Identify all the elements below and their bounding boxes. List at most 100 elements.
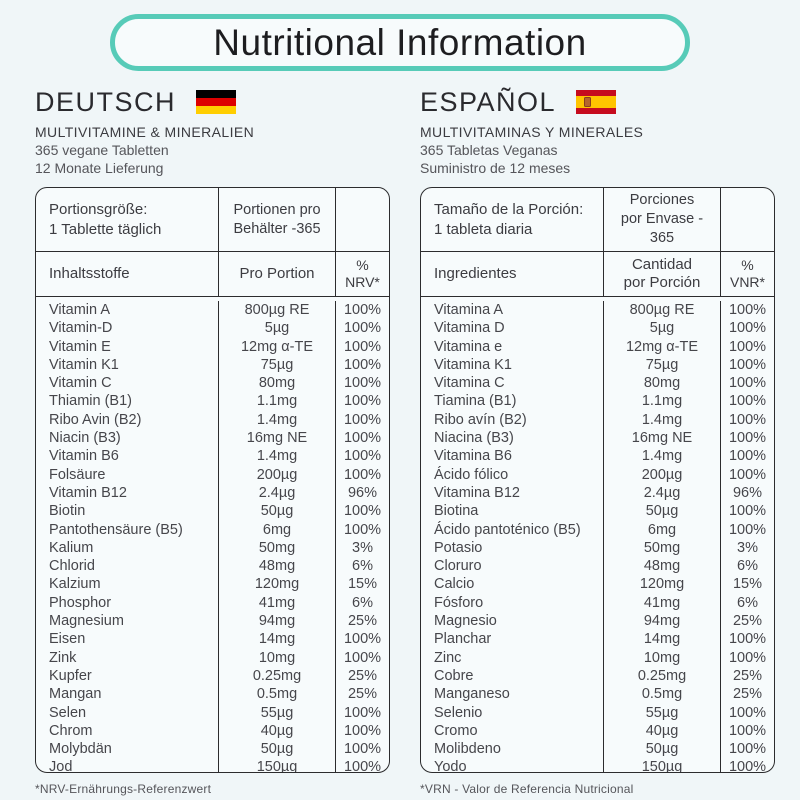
ingredient-name: Biotin [49,503,86,520]
nrv-percent: 25% [732,686,763,703]
table-row: Molybdän 50µg 100% [36,740,389,759]
table-row: Cloruro 48mg 6% [421,557,774,576]
amount-value: 1.1mg [256,393,298,410]
table-row: Ribo avín (B2) 1.4mg 100% [421,410,774,430]
nrv-percent: 6% [352,558,373,575]
ingredient-name: Cobre [434,667,474,684]
ingredients-header-cell: Ingredientes [421,252,603,296]
nrv-header-cell: % NRV* [336,252,389,296]
table-row: Niacina (B3) 16mg NE 100% [421,429,774,448]
table-row: Vitamin C 80mg 100% [36,374,389,393]
table-row: Ácido fólico 200µg 100% [421,465,774,484]
nrv-percent: 25% [347,667,378,684]
amount-value: 75µg [260,356,294,373]
ingredient-name: Kalzium [49,576,101,593]
ingredient-name: Vitamina D [434,320,505,337]
amount-value: 6mg [262,521,292,538]
amount-value: 14mg [643,631,681,648]
table-row: Vitamina D 5µg 100% [421,319,774,338]
ingredient-name: Vitamin B12 [49,484,127,501]
amount-value: 0.5mg [641,686,683,703]
nrv-percent: 100% [728,521,767,538]
ingredient-name: Fósforo [434,594,484,611]
amount-value: 800µg RE [244,302,310,318]
table-row: Biotina 50µg 100% [421,502,774,521]
ingredient-name: Vitamina B12 [434,484,520,501]
amount-value: 80mg [643,375,681,392]
amount-value: 48mg [258,558,296,575]
table-body: Vitamin A 800µg RE 100% Vitamin-D 5µg 10… [36,297,389,772]
amount-value: 10mg [643,649,681,666]
amount-value: 1.1mg [641,393,683,410]
ingredient-name: Cloruro [434,558,482,575]
ingredient-name: Calcio [434,576,475,593]
amount-value: 6mg [647,521,677,538]
table-row: Kupfer 0.25mg 25% [36,666,389,686]
nrv-percent: 25% [732,613,763,630]
nrv-percent: 15% [347,576,378,593]
amount-value: 94mg [643,613,681,630]
ingredient-name: Folsäure [49,466,106,483]
amount-value: 48mg [643,558,681,575]
ingredient-name: Magnesium [49,613,124,630]
table-row: Molibdeno 50µg 100% [421,740,774,759]
nrv-percent: 6% [737,558,758,575]
table-row: Pantothensäure (B5) 6mg 100% [36,520,389,539]
table-row: Vitamina A 800µg RE 100% [421,301,774,320]
ingredient-name: Potasio [434,539,483,556]
ingredient-name: Vitamin A [49,302,110,318]
ingredient-name: Ácido pantoténico (B5) [434,521,581,538]
table-row: Mangan 0.5mg 25% [36,685,389,704]
amount-header-cell: Cantidad por Porción [603,252,721,296]
amount-value: 80mg [258,375,296,392]
nrv-percent: 100% [343,302,382,318]
ingredient-name: Vitamin B6 [49,448,119,465]
german-panel: DEUTSCH MULTIVITAMINE & MINERALIEN 365 v… [35,86,390,796]
amount-value: 12mg α-TE [625,338,699,355]
ingredient-name: Zink [49,649,77,666]
ingredient-name: Mangan [49,686,102,703]
nrv-percent: 100% [343,503,382,520]
amount-header-text: Cantidad por Porción [623,256,701,291]
serving-size-text: Portionsgröße: 1 Tablette täglich [49,200,162,238]
table-row: Phosphor 41mg 6% [36,593,389,613]
serving-size-cell: Portionsgröße: 1 Tablette täglich [36,188,218,251]
header-spacer-cell [336,188,389,251]
amount-value: 1.4mg [256,448,298,465]
ingredient-name: Yodo [434,759,467,773]
ingredient-name: Manganeso [434,686,510,703]
nrv-header-text: % NRV* [345,257,380,290]
table-row: Vitamina B12 2.4µg 96% [421,483,774,503]
amount-value: 55µg [645,704,679,721]
table-row: Vitamin B6 1.4mg 100% [36,447,389,466]
ingredient-name: Molybdän [49,741,112,758]
nrv-percent: 3% [737,539,758,556]
nrv-percent: 100% [728,631,767,648]
spanish-panel: ESPAÑOL MULTIVITAMINAS Y MINERALES 365 T… [420,86,775,796]
language-title-spanish: ESPAÑOL [420,86,557,117]
nrv-percent: 100% [728,649,767,666]
ingredient-name: Planchar [434,631,492,648]
ingredient-name: Zinc [434,649,462,666]
servings-per-container-text: Porciones por Envase - 365 [620,192,704,246]
nrv-percent: 100% [343,649,382,666]
table-row: Manganeso 0.5mg 25% [421,685,774,704]
amount-value: 50mg [258,539,296,556]
nrv-percent: 100% [728,741,767,758]
ingredient-name: Eisen [49,631,86,648]
table-row: Tiamina (B1) 1.1mg 100% [421,392,774,411]
nrv-percent: 100% [343,375,382,392]
nrv-percent: 100% [343,704,382,721]
ingredient-name: Kupfer [49,667,92,684]
nrv-header-cell: % VNR* [721,252,774,296]
supply-duration: 12 Monate Lieferung [35,160,164,176]
amount-value: 0.25mg [637,667,687,684]
ingredient-name: Niacina (B3) [434,430,514,447]
table-header-row-2: Inhaltsstoffe Pro Portion % NRV* [36,252,389,297]
nrv-percent: 100% [343,448,382,465]
nrv-percent: 100% [343,320,382,337]
table-row: Zinc 10mg 100% [421,648,774,667]
table-header-row-1: Tamaño de la Porción: 1 tableta diaria P… [421,188,774,252]
nrv-percent: 100% [728,375,767,392]
